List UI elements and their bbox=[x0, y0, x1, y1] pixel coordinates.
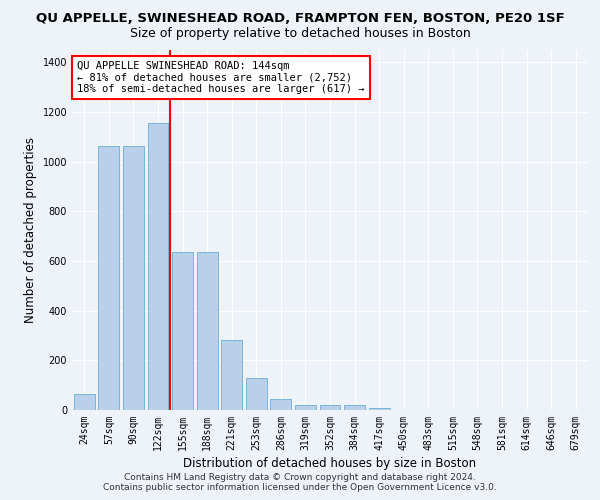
Bar bbox=[197, 252, 218, 410]
Text: QU APPELLE, SWINESHEAD ROAD, FRAMPTON FEN, BOSTON, PE20 1SF: QU APPELLE, SWINESHEAD ROAD, FRAMPTON FE… bbox=[35, 12, 565, 26]
Bar bbox=[344, 405, 365, 410]
Bar bbox=[295, 405, 316, 410]
X-axis label: Distribution of detached houses by size in Boston: Distribution of detached houses by size … bbox=[184, 457, 476, 470]
Bar bbox=[246, 378, 267, 410]
Bar bbox=[74, 394, 95, 410]
Bar bbox=[320, 405, 340, 410]
Text: Size of property relative to detached houses in Boston: Size of property relative to detached ho… bbox=[130, 28, 470, 40]
Bar bbox=[368, 408, 389, 410]
Y-axis label: Number of detached properties: Number of detached properties bbox=[24, 137, 37, 323]
Bar bbox=[148, 123, 169, 410]
Bar bbox=[98, 146, 119, 410]
Bar bbox=[271, 399, 292, 410]
Text: Contains HM Land Registry data © Crown copyright and database right 2024.
Contai: Contains HM Land Registry data © Crown c… bbox=[103, 473, 497, 492]
Text: QU APPELLE SWINESHEAD ROAD: 144sqm
← 81% of detached houses are smaller (2,752)
: QU APPELLE SWINESHEAD ROAD: 144sqm ← 81%… bbox=[77, 61, 365, 94]
Bar bbox=[172, 252, 193, 410]
Bar bbox=[221, 340, 242, 410]
Bar bbox=[123, 146, 144, 410]
